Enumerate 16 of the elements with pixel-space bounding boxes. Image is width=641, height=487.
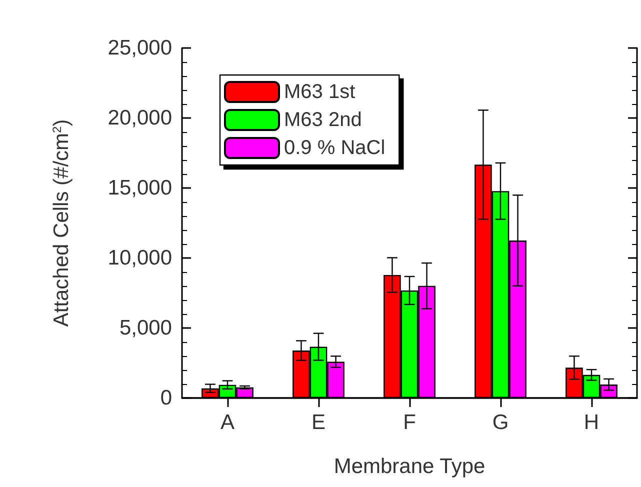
y-tick-label: 15,000 xyxy=(108,176,172,200)
y-tick-label: 5,000 xyxy=(119,316,172,340)
legend-label: M63 1st xyxy=(284,81,356,103)
x-tick-label: G xyxy=(492,411,509,434)
y-tick-label: 0 xyxy=(160,386,172,410)
x-tick-label: H xyxy=(584,411,600,434)
x-tick-label: E xyxy=(311,411,326,434)
y-tick-label: 10,000 xyxy=(108,246,172,270)
x-axis-title: Membrane Type xyxy=(334,455,486,478)
x-tick-label: A xyxy=(220,411,235,434)
x-tick-label: F xyxy=(403,411,416,434)
legend-label: M63 2nd xyxy=(284,109,362,131)
y-tick-label: 20,000 xyxy=(108,106,172,130)
y-tick-label: 25,000 xyxy=(108,36,172,60)
legend-label: 0.9 % NaCl xyxy=(284,137,386,159)
y-axis-title: Attached Cells (#/cm2) xyxy=(50,119,73,327)
